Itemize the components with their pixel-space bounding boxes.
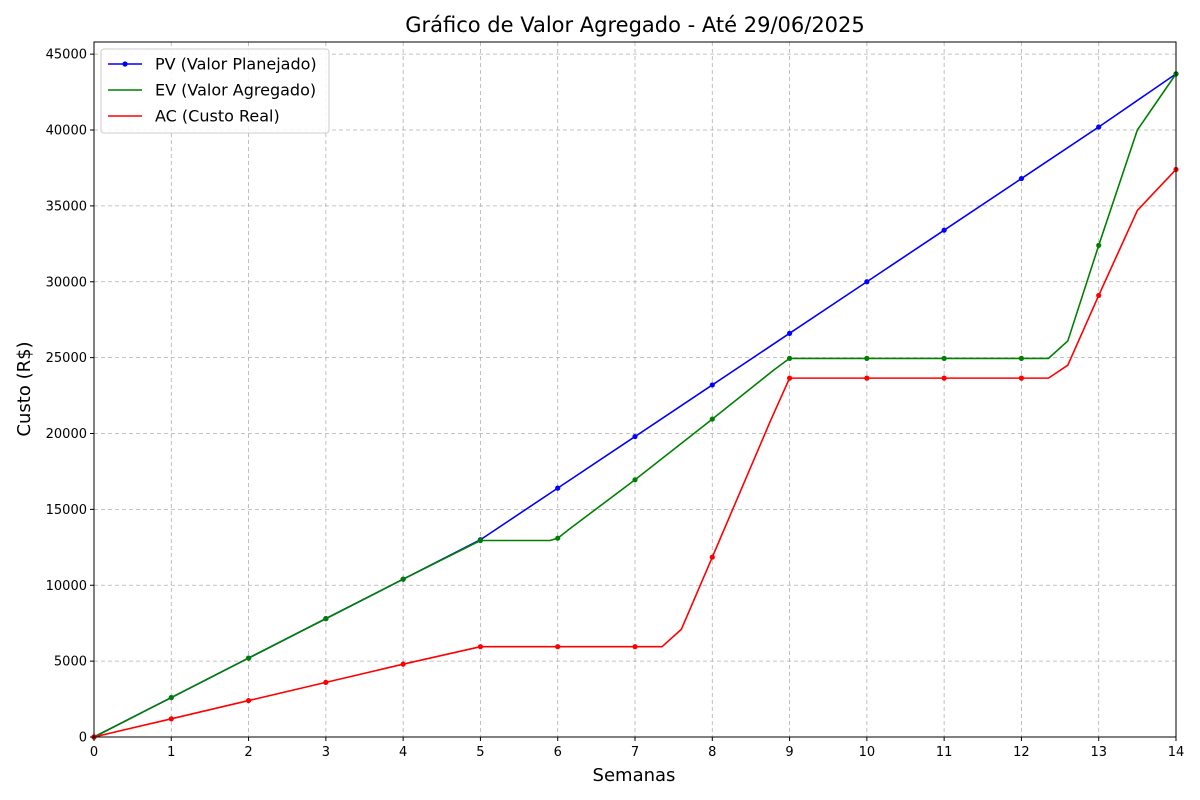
data-point — [1096, 242, 1102, 248]
y-tick-label: 10000 — [46, 579, 87, 594]
series-layer — [91, 71, 1179, 740]
x-tick-label: 2 — [244, 745, 252, 760]
x-tick-label: 7 — [631, 745, 639, 760]
data-point — [1018, 375, 1025, 381]
data-point — [941, 375, 947, 381]
data-point — [245, 697, 252, 704]
x-tick-label: 10 — [859, 745, 876, 760]
chart-title: Gráfico de Valor Agregado - Até 29/06/20… — [405, 13, 865, 37]
data-point — [1018, 175, 1025, 182]
x-tick-label: 9 — [785, 745, 793, 760]
data-point — [786, 330, 793, 336]
x-tick-label: 0 — [90, 745, 98, 760]
y-tick-label: 15000 — [46, 503, 87, 518]
x-tick-label: 4 — [399, 745, 407, 760]
data-point — [941, 227, 947, 233]
data-point — [323, 616, 329, 622]
y-tick-label: 20000 — [46, 427, 87, 442]
legend-label: EV (Valor Agregado) — [155, 81, 316, 100]
data-point — [400, 661, 406, 667]
data-point — [168, 694, 174, 701]
x-tick-label: 8 — [708, 745, 716, 760]
data-point — [477, 537, 484, 544]
data-point — [786, 355, 793, 361]
x-axis-ticks: 0 1 2 3 4 5 6 7 8 9 10 11 12 13 14 — [90, 737, 1184, 760]
data-point — [632, 644, 638, 650]
legend-label: AC (Custo Real) — [155, 107, 280, 126]
data-point — [1096, 124, 1102, 130]
y-tick-label: 25000 — [46, 351, 87, 366]
data-point — [709, 416, 715, 422]
y-tick-label: 35000 — [46, 199, 87, 214]
x-axis-label: Semanas — [593, 765, 676, 786]
grid-lines — [93, 42, 1177, 738]
data-point — [941, 355, 947, 361]
x-tick-label: 14 — [1168, 745, 1185, 760]
data-point — [709, 554, 715, 560]
data-point — [245, 655, 252, 661]
y-axis-ticks: 0 5000 10000 15000 20000 25000 30000 35000 40000… — [46, 48, 94, 746]
y-tick-label: 45000 — [46, 48, 87, 63]
y-tick-label: 5000 — [54, 655, 87, 670]
data-point — [400, 576, 406, 582]
data-point — [555, 644, 561, 650]
x-tick-label: 3 — [322, 745, 330, 760]
data-point — [555, 535, 561, 541]
x-tick-label: 6 — [554, 745, 562, 760]
x-tick-label: 11 — [936, 745, 953, 760]
data-point — [709, 382, 715, 388]
legend-swatch-marker — [122, 61, 128, 67]
data-point — [1018, 355, 1025, 361]
legend-label: PV (Valor Planejado) — [155, 55, 317, 74]
y-tick-label: 30000 — [46, 275, 87, 290]
series-3 — [91, 166, 1179, 740]
x-tick-label: 5 — [476, 745, 484, 760]
data-point — [864, 355, 870, 361]
data-point — [168, 716, 174, 722]
data-point — [323, 679, 329, 685]
x-tick-label: 13 — [1090, 745, 1107, 760]
data-point — [477, 644, 484, 650]
y-tick-label: 0 — [79, 731, 87, 746]
data-point — [864, 279, 870, 285]
data-point — [555, 485, 561, 491]
data-point — [632, 477, 638, 483]
data-point — [632, 433, 638, 440]
x-tick-label: 1 — [167, 745, 175, 760]
x-tick-label: 12 — [1013, 745, 1030, 760]
data-point — [786, 375, 793, 381]
data-point — [864, 375, 870, 381]
data-point — [1096, 292, 1102, 299]
legend-box — [100, 48, 330, 134]
y-axis-label: Custo (R$) — [14, 341, 35, 436]
legend: PV (Valor Planejado) EV (Valor Agregado) A… — [100, 48, 330, 134]
y-tick-label: 40000 — [46, 124, 87, 139]
